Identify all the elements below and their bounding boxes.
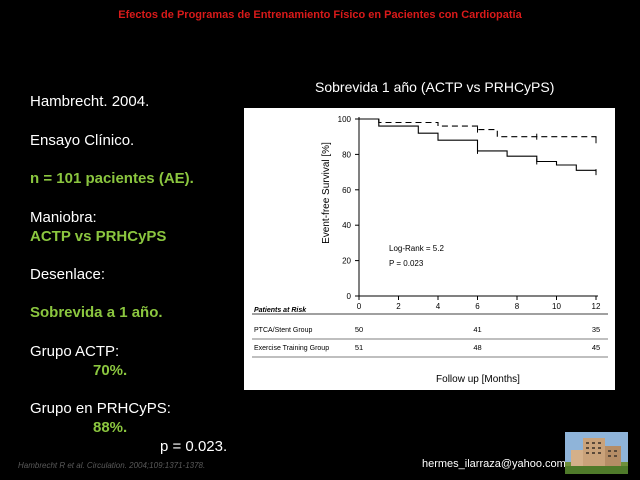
x-tick-label: 0 [357,302,362,311]
hospital-photo-icon [565,432,628,474]
group2-label: Grupo en PRHCyPS: [30,400,171,417]
y-tick-label: 0 [347,292,352,301]
risk-row-label: PTCA/Stent Group [254,327,312,334]
group1-value: 70%. [93,362,128,379]
x-tick-label: 2 [396,302,401,311]
x-tick-label: 12 [592,302,601,311]
risk-count: 48 [473,343,481,352]
x-tick-label: 10 [552,302,561,311]
survival-curve-ptca-stent [359,118,597,173]
x-tick-label: 8 [515,302,520,311]
risk-count: 45 [592,343,600,352]
risk-row-label: Exercise Training Group [254,345,329,352]
y-tick-label: 40 [342,221,351,230]
study-reference: Hambrecht. 2004. [30,93,150,110]
survival-curve-exercise-training [359,118,597,141]
annotation-log-rank: Log-Rank = 5.2 [389,244,444,253]
x-tick-label: 4 [436,302,441,311]
maneuver-label: Maniobra: [30,209,97,226]
sample-size: n = 101 pacientes (AE). [30,170,194,187]
y-tick-label: 60 [342,186,351,195]
risk-count: 50 [355,325,363,334]
risk-table-header: Patients at Risk [254,307,307,314]
x-tick-label: 6 [475,302,480,311]
survival-chart: 0 20 40 60 80 100 0 2 4 6 8 10 12 Event-free Surviva… [244,108,615,390]
citation: Hambrecht R et al. Circulation. 2004;109… [18,461,206,470]
group1-label: Grupo ACTP: [30,343,120,360]
y-tick-label: 80 [342,150,351,159]
annotation-p-value: P = 0.023 [389,259,424,268]
y-tick-label: 100 [338,115,352,124]
y-tick-label: 20 [342,257,351,266]
survival-plot-svg: 0 20 40 60 80 100 0 2 4 6 8 10 12 Event-free Surviva… [252,115,608,385]
outcome-value: Sobrevida a 1 año. [30,304,163,321]
email-link[interactable]: hermes_ilarraza@yahoo.com [422,458,566,470]
outcome-label: Desenlace: [30,266,106,283]
y-axis-label: Event-free Survival [%] [321,142,332,244]
study-design: Ensayo Clínico. [30,132,135,149]
risk-count: 35 [592,325,600,334]
group2-value: 88%. [93,419,128,436]
x-axis-label: Follow up [Months] [436,374,520,385]
slide-title: Efectos de Programas de Entrenamiento Fí… [118,9,522,21]
p-value: p = 0.023. [160,438,228,455]
risk-count: 41 [473,325,481,334]
risk-count: 51 [355,343,363,352]
maneuver-value: ACTP vs PRHCyPS [30,228,167,245]
chart-heading: Sobrevida 1 año (ACTP vs PRHCyPS) [315,79,555,95]
